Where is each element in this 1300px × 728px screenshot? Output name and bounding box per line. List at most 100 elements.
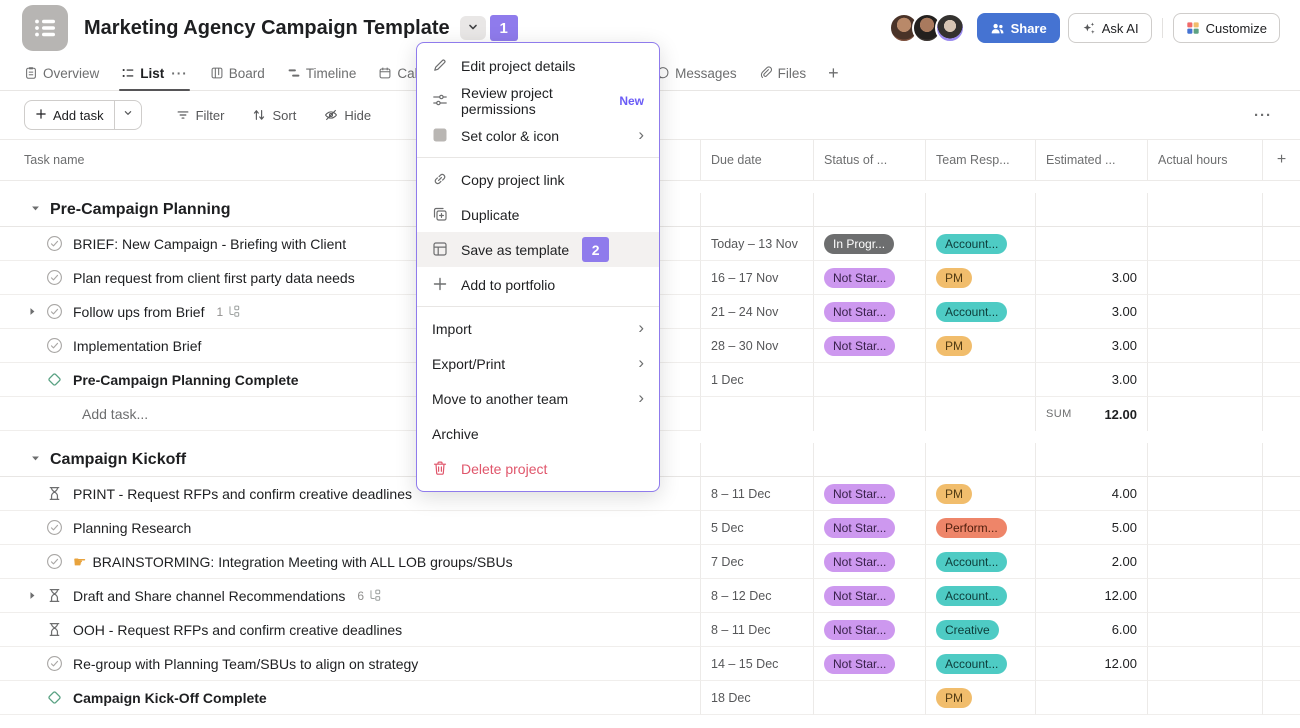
task-name-cell[interactable]: Follow ups from Brief 1 (0, 295, 700, 329)
status-cell[interactable]: Not Star... (813, 647, 925, 681)
task-name-cell[interactable]: Pre-Campaign Planning Complete (0, 363, 700, 397)
avatar[interactable] (934, 13, 965, 43)
milestone-diamond-icon[interactable] (46, 689, 63, 706)
column-header-estimated[interactable]: Estimated ... (1035, 140, 1147, 180)
status-badge[interactable]: Not Star... (824, 653, 896, 674)
column-header-actual-hours[interactable]: Actual hours (1147, 140, 1262, 180)
actual-hours-cell[interactable] (1147, 329, 1262, 363)
status-cell[interactable]: Not Star... (813, 545, 925, 579)
status-badge[interactable]: Not Star... (824, 551, 896, 572)
due-date-cell[interactable]: 1 Dec (700, 363, 813, 397)
team-badge[interactable]: PM (936, 335, 972, 356)
task-row[interactable]: Follow ups from Brief 1 21 – 24 Nov Not Sta… (0, 295, 1300, 329)
team-badge[interactable]: PM (936, 483, 972, 504)
task-name-cell[interactable]: BRIEF: New Campaign - Briefing with Clie… (0, 227, 700, 261)
task-row[interactable]: BRIEF: New Campaign - Briefing with Clie… (0, 227, 1300, 261)
approval-hourglass-icon[interactable] (46, 587, 63, 604)
task-name-cell[interactable]: Draft and Share channel Recommendations 6 (0, 579, 700, 613)
actual-hours-cell[interactable] (1147, 613, 1262, 647)
menu-item-edit-project-details[interactable]: Edit project details (417, 48, 659, 83)
team-responsible-cell[interactable]: PM (925, 477, 1035, 511)
task-row[interactable]: PRINT - Request RFPs and confirm creativ… (0, 477, 1300, 511)
status-badge[interactable]: Not Star... (824, 267, 896, 288)
column-header-status-of[interactable]: Status of ... (813, 140, 925, 180)
estimated-hours-cell[interactable]: 12.00 (1035, 579, 1147, 613)
add-task-button[interactable]: Add task (25, 101, 114, 129)
task-name-cell[interactable]: ☛ BRAINSTORMING: Integration Meeting with… (0, 545, 700, 579)
tab-overflow-menu[interactable]: ··· (171, 65, 188, 81)
task-row[interactable]: Draft and Share channel Recommendations 6… (0, 579, 1300, 613)
due-date-cell[interactable]: 5 Dec (700, 511, 813, 545)
approval-hourglass-icon[interactable] (46, 621, 63, 638)
task-row[interactable]: Planning Research 5 Dec Not Star... Perform… (0, 511, 1300, 545)
due-date-cell[interactable]: Today – 13 Nov (700, 227, 813, 261)
actual-hours-cell[interactable] (1147, 647, 1262, 681)
due-date-cell[interactable]: 14 – 15 Dec (700, 647, 813, 681)
task-check-icon[interactable] (46, 303, 63, 320)
team-responsible-cell[interactable]: Account... (925, 579, 1035, 613)
menu-item-review-project-permissions[interactable]: Review project permissions New (417, 83, 659, 118)
add-column-button[interactable]: + (1262, 140, 1300, 180)
task-name-cell[interactable]: Planning Research (0, 511, 700, 545)
status-cell[interactable]: Not Star... (813, 613, 925, 647)
team-responsible-cell[interactable]: PM (925, 329, 1035, 363)
status-cell[interactable]: Not Star... (813, 261, 925, 295)
actual-hours-cell[interactable] (1147, 261, 1262, 295)
tab-files[interactable]: Files (759, 56, 806, 90)
task-row[interactable]: Implementation Brief 28 – 30 Nov Not Star.… (0, 329, 1300, 363)
task-check-icon[interactable] (46, 337, 63, 354)
status-cell[interactable] (813, 363, 925, 397)
member-avatars[interactable] (888, 13, 965, 43)
task-check-icon[interactable] (46, 235, 63, 252)
team-badge[interactable]: PM (936, 267, 972, 288)
task-row[interactable]: Campaign Kick-Off Complete 18 Dec PM (0, 681, 1300, 715)
due-date-cell[interactable]: 18 Dec (700, 681, 813, 715)
column-header-task-name[interactable]: Task name (24, 153, 85, 167)
estimated-hours-cell[interactable] (1035, 681, 1147, 715)
section-collapse-caret-icon[interactable] (30, 203, 41, 217)
ask-ai-button[interactable]: Ask AI (1067, 13, 1152, 43)
team-responsible-cell[interactable]: Perform... (925, 511, 1035, 545)
team-badge[interactable]: Creative (936, 619, 999, 640)
expand-subtasks-caret-icon[interactable] (24, 306, 40, 317)
actual-hours-cell[interactable] (1147, 295, 1262, 329)
approval-hourglass-icon[interactable] (46, 485, 63, 502)
task-row[interactable]: Pre-Campaign Planning Complete 1 Dec 3.00 (0, 363, 1300, 397)
estimated-hours-cell[interactable]: 5.00 (1035, 511, 1147, 545)
task-row[interactable]: OOH - Request RFPs and confirm creative … (0, 613, 1300, 647)
task-check-icon[interactable] (46, 269, 63, 286)
team-responsible-cell[interactable] (925, 363, 1035, 397)
estimated-hours-cell[interactable]: 6.00 (1035, 613, 1147, 647)
menu-item-set-color-icon[interactable]: Set color & icon › (417, 118, 659, 153)
task-row[interactable]: Plan request from client first party dat… (0, 261, 1300, 295)
estimated-hours-cell[interactable]: 4.00 (1035, 477, 1147, 511)
customize-button[interactable]: Customize (1172, 13, 1280, 43)
task-check-icon[interactable] (46, 553, 63, 570)
menu-item-copy-project-link[interactable]: Copy project link (417, 162, 659, 197)
tab-messages[interactable]: Messages (656, 56, 737, 90)
task-row[interactable]: ☛ BRAINSTORMING: Integration Meeting with… (0, 545, 1300, 579)
estimated-hours-cell[interactable]: 2.00 (1035, 545, 1147, 579)
status-badge[interactable]: In Progr... (824, 233, 895, 254)
estimated-hours-cell[interactable]: 3.00 (1035, 295, 1147, 329)
team-badge[interactable]: Account... (936, 653, 1008, 674)
add-task-inline-button[interactable]: Add task... (0, 397, 700, 431)
actual-hours-cell[interactable] (1147, 545, 1262, 579)
toolbar-overflow-button[interactable]: ··· (1254, 106, 1272, 124)
status-badge[interactable]: Not Star... (824, 335, 896, 356)
estimated-hours-cell[interactable] (1035, 227, 1147, 261)
add-task-dropdown-button[interactable] (113, 101, 141, 129)
tab-add-tab[interactable]: + (828, 56, 839, 90)
menu-item-delete-project[interactable]: Delete project (417, 451, 659, 486)
team-badge[interactable]: Account... (936, 301, 1008, 322)
actual-hours-cell[interactable] (1147, 227, 1262, 261)
tab-overview[interactable]: Overview (24, 56, 99, 90)
team-badge[interactable]: Perform... (936, 517, 1007, 538)
due-date-cell[interactable]: 21 – 24 Nov (700, 295, 813, 329)
team-responsible-cell[interactable]: PM (925, 261, 1035, 295)
menu-item-duplicate[interactable]: Duplicate (417, 197, 659, 232)
status-badge[interactable]: Not Star... (824, 517, 896, 538)
estimated-hours-cell[interactable]: 3.00 (1035, 261, 1147, 295)
status-badge[interactable]: Not Star... (824, 301, 896, 322)
project-title-dropdown-button[interactable] (459, 16, 486, 40)
